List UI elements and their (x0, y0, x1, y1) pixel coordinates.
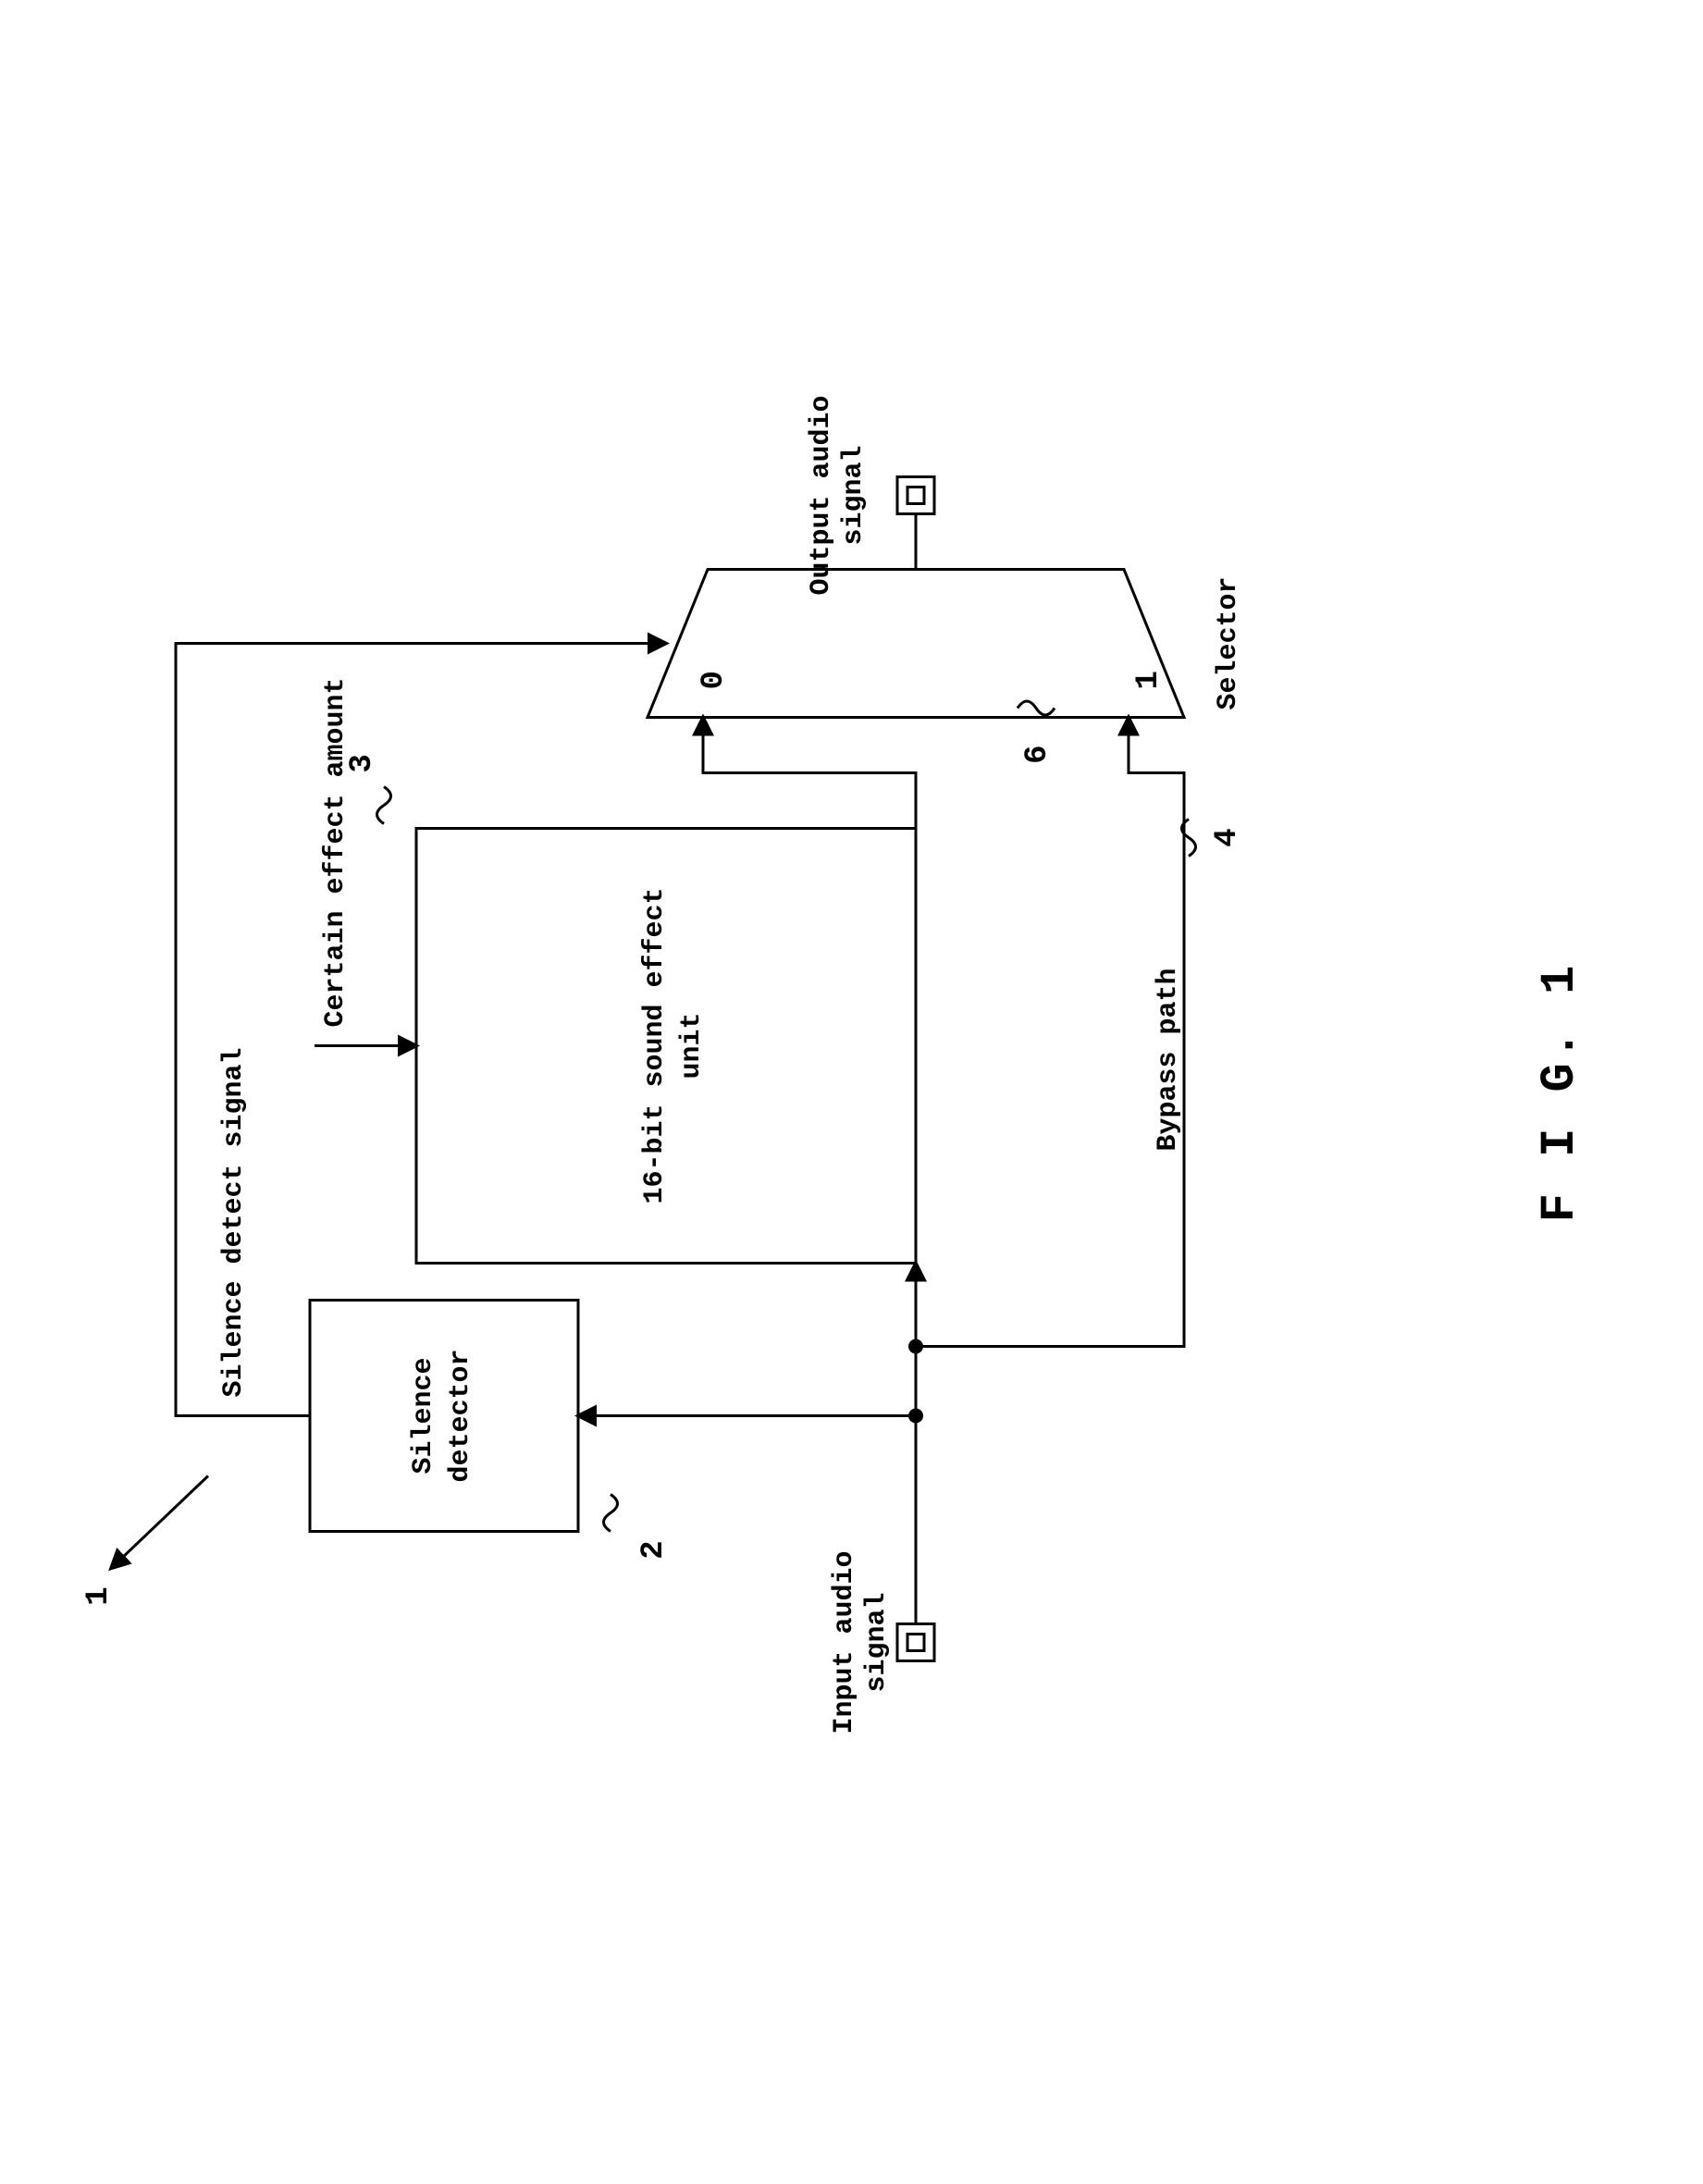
ref-6-group: 6 (1018, 701, 1055, 764)
ref-1: 1 (81, 1586, 117, 1605)
effect-label-2: unit (676, 1012, 708, 1079)
ref-6: 6 (1020, 746, 1055, 764)
output-label-2: signal (838, 445, 870, 545)
input-label-2: signal (861, 1592, 893, 1692)
wire-effect-mux (703, 718, 916, 829)
detector-label-1: Silence (408, 1357, 439, 1474)
input-port: Input audio signal (829, 1550, 934, 1734)
silence-detector: Silence detector (310, 1301, 578, 1532)
bypass-label: Bypass path (1153, 968, 1184, 1151)
system-ref: 1 (81, 1476, 208, 1606)
mux-1: 1 (1131, 671, 1166, 689)
node-bypass (908, 1339, 923, 1354)
effect-unit: 16-bit sound effect unit (416, 829, 916, 1264)
selector-label: Selector (1213, 576, 1244, 709)
mux-0: 0 (697, 671, 732, 689)
effect-amount-label: Certain effect amount (320, 677, 352, 1027)
block-diagram: 1 Silence detector 2 16-bit sound effect… (0, 0, 1703, 2184)
ref-4-group: 4 (1182, 820, 1246, 857)
effect-label-1: 16-bit sound effect (639, 887, 671, 1203)
detector-label-2: detector (445, 1349, 476, 1482)
ref-2-group: 2 (604, 1495, 673, 1560)
silence-signal-label: Silence detect signal (218, 1047, 250, 1397)
input-label-1: Input audio (829, 1550, 860, 1734)
output-label-1: Output audio (806, 395, 837, 595)
figure-label: F I G. 1 (1533, 962, 1587, 1223)
wire-bypass (916, 718, 1184, 1347)
ref-3-group: 3 (345, 754, 391, 823)
node-detector (908, 1409, 923, 1424)
ref-4: 4 (1210, 828, 1245, 846)
selector: 0 1 Selector (648, 570, 1244, 718)
ref-2: 2 (636, 1540, 672, 1559)
